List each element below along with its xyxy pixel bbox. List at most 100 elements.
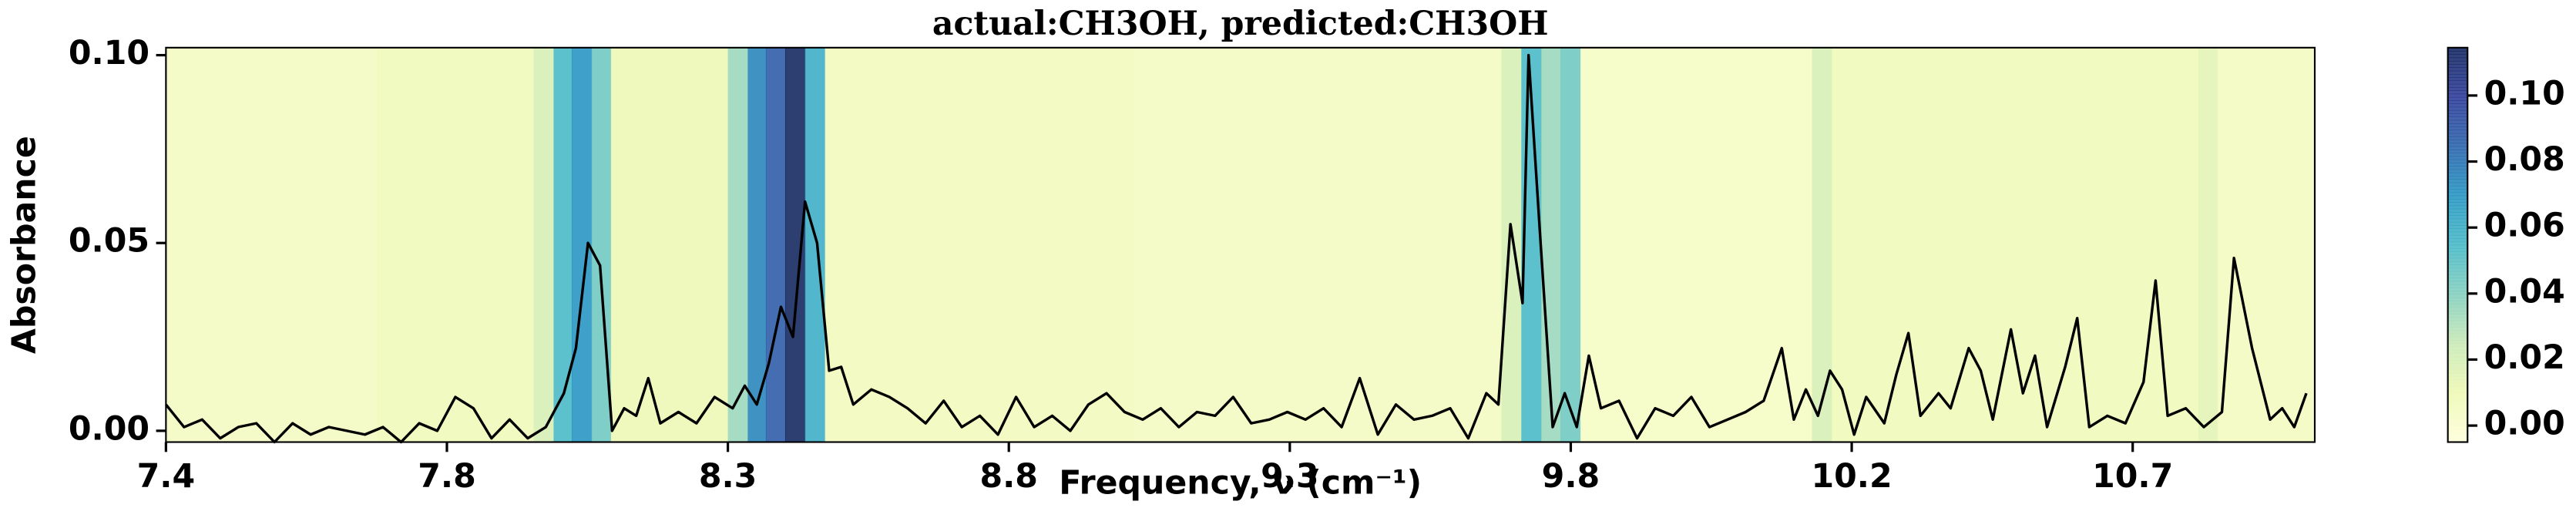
colorbar-step bbox=[2447, 366, 2468, 371]
y-tick-label: 0.00 bbox=[69, 409, 149, 448]
colorbar-step bbox=[2447, 221, 2468, 226]
colorbar-step bbox=[2447, 323, 2468, 328]
colorbar-step bbox=[2447, 288, 2468, 291]
colorbar-step bbox=[2447, 153, 2468, 157]
colorbar-tick-label: 0.08 bbox=[2484, 140, 2565, 179]
colorbar-step bbox=[2447, 330, 2468, 335]
colorbar-step bbox=[2447, 432, 2468, 436]
colorbar-step bbox=[2447, 409, 2468, 413]
colorbar-step bbox=[2447, 205, 2468, 210]
heat-band bbox=[1560, 47, 1581, 442]
colorbar-step bbox=[2447, 304, 2468, 308]
colorbar-step bbox=[2447, 284, 2468, 288]
colorbar-step bbox=[2447, 241, 2468, 246]
colorbar-step bbox=[2447, 278, 2468, 282]
colorbar-step bbox=[2447, 376, 2468, 381]
colorbar-step bbox=[2447, 439, 2468, 443]
colorbar-step bbox=[2447, 77, 2468, 82]
heat-band bbox=[1580, 47, 1813, 442]
colorbar-step bbox=[2447, 119, 2468, 124]
x-tick-label: 10.2 bbox=[1811, 457, 1892, 496]
heat-band bbox=[825, 47, 1134, 442]
colorbar-step bbox=[2447, 244, 2468, 249]
heat-band bbox=[2198, 47, 2218, 442]
colorbar-step bbox=[2447, 281, 2468, 285]
colorbar-step bbox=[2447, 264, 2468, 269]
colorbar-step bbox=[2447, 261, 2468, 265]
colorbar-step bbox=[2447, 212, 2468, 216]
heat-band bbox=[1134, 47, 1503, 442]
colorbar-step bbox=[2447, 297, 2468, 301]
colorbar-step bbox=[2447, 123, 2468, 127]
colorbar-step bbox=[2447, 51, 2468, 55]
colorbar-step bbox=[2447, 419, 2468, 423]
x-tick-label: 7.4 bbox=[137, 457, 196, 496]
colorbar-step bbox=[2447, 143, 2468, 147]
colorbar-step bbox=[2447, 146, 2468, 150]
colorbar-step bbox=[2447, 103, 2468, 108]
heat-band bbox=[765, 47, 786, 442]
colorbar-step bbox=[2447, 163, 2468, 166]
plot-frame bbox=[165, 46, 2316, 443]
y-tick-label: 0.05 bbox=[69, 222, 149, 261]
x-tick-label: 8.8 bbox=[979, 457, 1038, 496]
colorbar-tick-label: 0.02 bbox=[2484, 338, 2565, 377]
colorbar-step bbox=[2447, 70, 2468, 75]
colorbar-step bbox=[2447, 340, 2468, 345]
colorbar-step bbox=[2447, 386, 2468, 390]
colorbar-step bbox=[2447, 57, 2468, 62]
colorbar-step bbox=[2447, 356, 2468, 361]
colorbar-step bbox=[2447, 208, 2468, 213]
colorbar-step bbox=[2447, 159, 2468, 163]
colorbar-step bbox=[2447, 314, 2468, 318]
colorbar-step bbox=[2447, 327, 2468, 331]
colorbar-tick-label: 0.04 bbox=[2484, 272, 2565, 311]
colorbar-step bbox=[2447, 359, 2468, 364]
colorbar-step bbox=[2447, 382, 2468, 387]
colorbar-step bbox=[2447, 156, 2468, 160]
colorbar-step bbox=[2447, 317, 2468, 321]
colorbar-tick-label: 0.00 bbox=[2484, 405, 2565, 443]
colorbar-step bbox=[2447, 166, 2468, 170]
colorbar-step bbox=[2447, 333, 2468, 338]
heat-band bbox=[727, 47, 749, 442]
x-tick-label: 9.3 bbox=[1261, 457, 1319, 496]
colorbar-step bbox=[2447, 60, 2468, 65]
colorbar-step bbox=[2447, 320, 2468, 325]
colorbar-step bbox=[2447, 405, 2468, 410]
colorbar-step bbox=[2447, 412, 2468, 417]
colorbar-step bbox=[2447, 337, 2468, 341]
colorbar-step bbox=[2447, 86, 2468, 91]
colorbar-step bbox=[2447, 150, 2468, 153]
colorbar-step bbox=[2447, 228, 2468, 233]
colorbar-step bbox=[2447, 379, 2468, 384]
heat-band bbox=[1541, 47, 1561, 442]
colorbar-step bbox=[2447, 126, 2468, 131]
colorbar-step bbox=[2447, 350, 2468, 355]
colorbar-step bbox=[2447, 100, 2468, 104]
colorbar-step bbox=[2447, 109, 2468, 114]
colorbar-step bbox=[2447, 83, 2468, 88]
colorbar-step bbox=[2447, 247, 2468, 252]
colorbar-step bbox=[2447, 64, 2468, 69]
x-tick-label: 9.8 bbox=[1542, 457, 1600, 496]
colorbar-step bbox=[2447, 176, 2468, 180]
colorbar-step bbox=[2447, 185, 2468, 190]
colorbar-tick-label: 0.06 bbox=[2484, 207, 2565, 245]
colorbar-step bbox=[2447, 182, 2468, 187]
colorbar-step bbox=[2447, 271, 2468, 275]
colorbar-step bbox=[2447, 429, 2468, 433]
heat-band bbox=[804, 47, 826, 442]
colorbar-step bbox=[2447, 192, 2468, 197]
colorbar-step bbox=[2447, 372, 2468, 377]
colorbar-step bbox=[2447, 435, 2468, 439]
colorbar-step bbox=[2447, 133, 2468, 137]
colorbar-step bbox=[2447, 415, 2468, 420]
colorbar-step bbox=[2447, 218, 2468, 223]
y-tick-label: 0.10 bbox=[69, 34, 149, 72]
colorbar-step bbox=[2447, 169, 2468, 173]
colorbar-step bbox=[2447, 392, 2468, 397]
x-tick-label: 10.7 bbox=[2092, 457, 2173, 496]
heat-band bbox=[2218, 47, 2316, 442]
colorbar-step bbox=[2447, 140, 2468, 144]
